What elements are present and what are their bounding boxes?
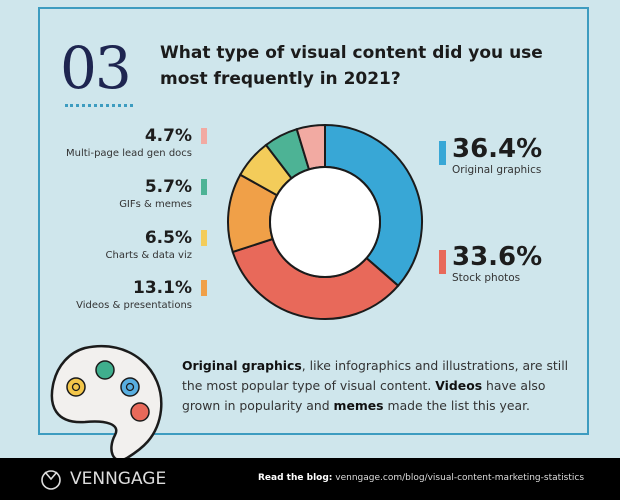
content-frame — [38, 7, 589, 435]
swatch-multipage — [201, 128, 207, 144]
paint-green — [95, 360, 115, 380]
swatch-original — [439, 141, 446, 165]
swatch-charts — [201, 230, 207, 246]
description-text: Original graphics, like infographics and… — [182, 358, 569, 413]
category-label: Original graphics — [452, 164, 542, 176]
venngage-logo-icon — [41, 470, 61, 490]
dotted-divider — [65, 104, 133, 107]
category-label: Multi-page lead gen docs — [66, 148, 192, 159]
footer: VENNGAGE Read the blog: venngage.com/blo… — [0, 458, 620, 500]
paint-blue — [120, 377, 140, 397]
palette-illustration — [50, 345, 163, 462]
blog-link[interactable]: Read the blog: venngage.com/blog/visual-… — [258, 473, 585, 483]
question-title: What type of visual content did you use … — [160, 43, 543, 89]
legend-item-gifs: 5.7% GIFs & memes — [119, 177, 192, 210]
donut-hole — [269, 166, 381, 278]
value-label: 13.1% — [133, 278, 192, 298]
venngage-logo[interactable]: VENNGAGE — [40, 468, 166, 490]
value-label: 36.4% — [452, 134, 543, 164]
value-label: 6.5% — [144, 228, 192, 248]
swatch-gifs — [201, 179, 207, 195]
swatch-stock — [439, 250, 446, 274]
value-label: 5.7% — [144, 177, 192, 197]
legend-item-original: 36.4% Original graphics — [452, 134, 542, 176]
category-label: GIFs & memes — [119, 199, 192, 210]
legend-item-charts: 6.5% Charts & data viz — [106, 228, 193, 261]
value-label: 4.7% — [144, 126, 192, 146]
legend-item-multipage: 4.7% Multi-page lead gen docs — [66, 126, 192, 159]
brand-name: VENNGAGE — [70, 469, 167, 489]
category-label: Videos & presentations — [76, 300, 192, 311]
swatch-videos — [201, 280, 207, 296]
category-label: Charts & data viz — [105, 250, 193, 261]
paint-red — [130, 402, 150, 422]
legend-item-stock: 33.6% Stock photos — [452, 242, 542, 284]
paint-yellow — [66, 377, 86, 397]
category-label: Stock photos — [452, 272, 521, 284]
section-number: 03 — [60, 34, 132, 102]
legend-item-videos: 13.1% Videos & presentations — [76, 278, 192, 311]
value-label: 33.6% — [452, 242, 543, 272]
